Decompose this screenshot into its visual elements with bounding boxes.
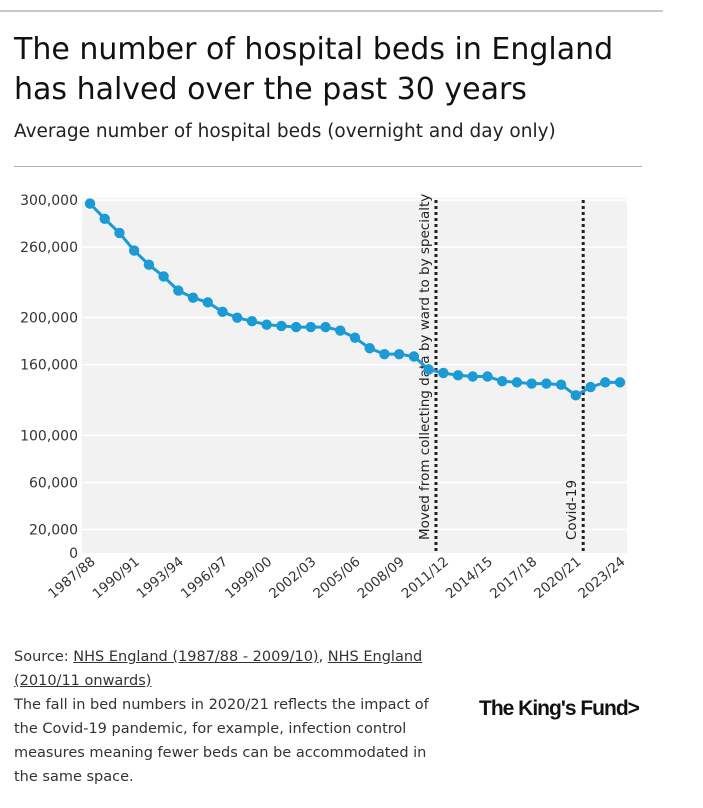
x-tick-label: 2023/24	[575, 554, 628, 602]
data-point	[290, 321, 302, 333]
x-tick-label: 1999/00	[222, 554, 275, 602]
y-tick-label: 0	[69, 546, 78, 562]
data-point	[99, 213, 110, 225]
source-link-2010-onwards[interactable]: NHS England	[327, 649, 423, 665]
data-point	[526, 378, 537, 389]
data-point	[393, 348, 405, 360]
data-point	[158, 271, 169, 282]
y-tick-label: 20,000	[29, 522, 78, 538]
y-tick-label: 100,000	[20, 428, 78, 444]
data-point	[84, 198, 96, 209]
x-tick-label: 2002/03	[266, 554, 319, 602]
data-point	[320, 321, 331, 333]
data-point	[114, 227, 125, 239]
y-tick-label: 60,000	[29, 475, 78, 491]
data-point	[408, 351, 420, 362]
data-point	[600, 377, 611, 388]
data-point	[570, 390, 582, 401]
data-point	[232, 312, 243, 323]
y-tick-label: 200,000	[20, 311, 78, 327]
data-point	[452, 370, 464, 381]
y-tick-label: 160,000	[20, 358, 78, 374]
source-separator: ,	[318, 649, 328, 665]
data-point	[217, 306, 228, 317]
data-point	[438, 367, 449, 379]
data-point	[467, 371, 478, 382]
x-tick-label: 1990/91	[89, 554, 142, 602]
data-point	[261, 319, 272, 330]
data-point	[423, 364, 434, 375]
data-point	[173, 285, 184, 296]
x-tick-label: 2005/06	[310, 554, 363, 602]
annotations: Moved from collecting data by ward to by…	[417, 194, 585, 553]
divider	[14, 166, 642, 167]
footer: Source: NHS England (1987/88 - 2009/10),…	[14, 645, 454, 789]
top-rule	[0, 10, 663, 12]
x-tick-label: 1993/94	[134, 554, 187, 602]
data-point	[482, 371, 493, 382]
y-tick-label: 300,000	[20, 193, 78, 209]
data-point	[349, 332, 361, 343]
data-series	[84, 198, 626, 401]
data-point	[511, 377, 523, 388]
data-point	[585, 381, 596, 393]
x-axis: 1987/881990/911993/941996/971999/002002/…	[45, 554, 628, 602]
x-tick-label: 2011/12	[399, 554, 452, 602]
footnote: The fall in bed numbers in 2020/21 refle…	[14, 697, 429, 785]
kings-fund-logo[interactable]: The King's Fund>	[479, 697, 640, 720]
data-point	[305, 321, 317, 333]
chart-subtitle: Average number of hospital beds (overnig…	[14, 121, 556, 142]
source-link-1987-2009[interactable]: NHS England (1987/88 - 2009/10)	[73, 649, 319, 665]
data-point	[364, 343, 375, 354]
data-point	[202, 297, 213, 308]
y-tick-label: 260,000	[20, 240, 78, 256]
data-point	[187, 292, 199, 303]
data-point	[128, 245, 140, 256]
annotation-label: Covid-19	[564, 480, 580, 540]
x-tick-label: 2008/09	[354, 554, 407, 602]
data-point	[335, 325, 346, 336]
data-point	[379, 348, 390, 360]
data-point	[614, 377, 626, 388]
y-axis: 0 20,000 60,000 100,000 160,000 200,000 260,00…	[20, 193, 78, 562]
plot-background	[82, 198, 627, 553]
x-tick-label: 2020/21	[531, 554, 584, 602]
gridlines	[82, 199, 627, 531]
x-tick-label: 2014/15	[443, 554, 496, 602]
data-point	[555, 379, 567, 390]
line-chart: 0 20,000 60,000 100,000 160,000 200,000 260,00…	[20, 193, 628, 602]
data-point	[143, 259, 155, 270]
data-point	[497, 376, 508, 387]
chart-title: The number of hospital beds in England h…	[14, 32, 614, 107]
source-label: Source:	[14, 649, 74, 665]
x-tick-label: 1996/97	[178, 554, 231, 602]
source-link-2010-onwards-range[interactable]: (2010/11 onwards)	[14, 673, 152, 689]
data-point	[246, 315, 258, 327]
data-point	[276, 320, 287, 332]
x-tick-label: 2017/18	[487, 554, 540, 602]
data-point	[541, 378, 552, 389]
